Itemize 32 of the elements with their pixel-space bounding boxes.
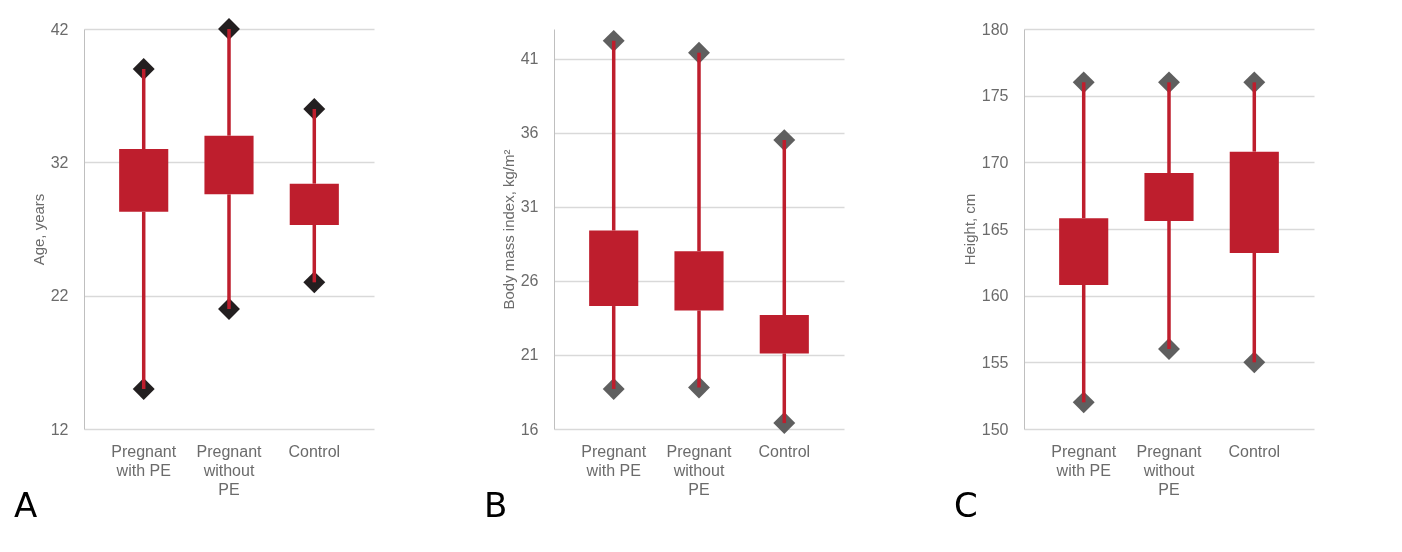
x-tick-label: Pregnant without PE	[1136, 442, 1203, 498]
x-tick-label: Control	[288, 442, 341, 460]
y-tick-label: 165	[981, 220, 1009, 238]
y-tick-label: 31	[520, 198, 539, 216]
y-tick-label: 160	[981, 287, 1009, 305]
y-axis-title: Height, cm	[960, 193, 978, 266]
y-tick-label: 21	[520, 346, 539, 364]
x-tick-label: Pregnant with PE	[581, 442, 647, 479]
y-tick-label: 155	[981, 353, 1009, 371]
x-tick-label: Pregnant without PE	[196, 442, 263, 498]
y-tick-label: 22	[50, 287, 69, 305]
y-tick-label: 16	[520, 420, 539, 438]
x-tick-label: Control	[758, 442, 811, 460]
y-tick-label: 12	[50, 420, 69, 438]
x-tick-label: Control	[1228, 442, 1281, 460]
x-tick-label: Pregnant with PE	[111, 442, 177, 479]
y-tick-label: 26	[520, 272, 539, 290]
x-tick-label: Pregnant with PE	[1051, 442, 1117, 479]
y-tick-label: 32	[50, 153, 69, 171]
y-tick-label: 42	[50, 20, 69, 38]
y-axis-title: Age, years	[29, 193, 47, 266]
x-tick-label: Pregnant without PE	[666, 442, 733, 498]
y-tick-label: 150	[981, 420, 1009, 438]
y-tick-label: 36	[520, 124, 539, 142]
y-tick-label: 41	[520, 50, 539, 68]
y-tick-label: 170	[981, 153, 1009, 171]
y-axis-title: Body mass index, kg/m²	[499, 149, 517, 310]
text: A	[14, 485, 38, 525]
text: B	[484, 485, 508, 525]
y-tick-label: 180	[981, 20, 1009, 38]
text: C	[954, 485, 978, 525]
y-tick-label: 175	[981, 87, 1009, 105]
